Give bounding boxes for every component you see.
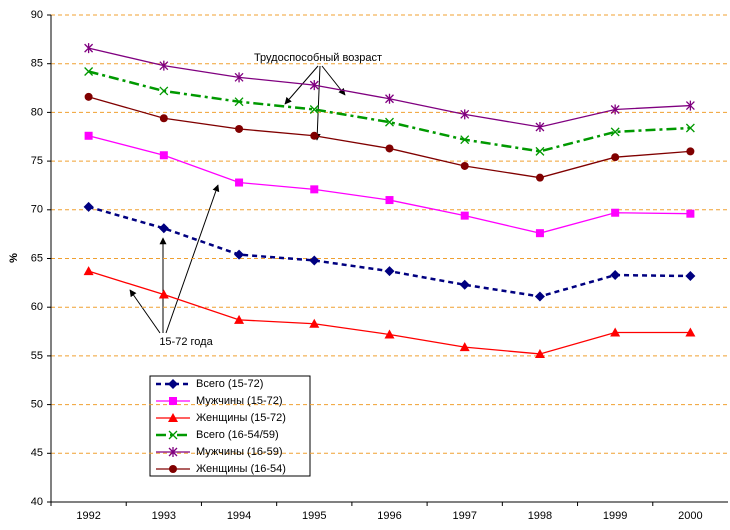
y-tick-label: 55 bbox=[31, 350, 43, 362]
marker bbox=[460, 161, 469, 170]
marker bbox=[385, 196, 394, 205]
marker bbox=[534, 348, 545, 358]
marker bbox=[460, 109, 470, 120]
y-tick-label: 90 bbox=[31, 9, 43, 21]
series-line bbox=[88, 47, 691, 128]
legend-label: Всего (16-54/59) bbox=[196, 429, 279, 441]
marker bbox=[159, 60, 169, 71]
marker bbox=[459, 279, 470, 290]
marker bbox=[685, 100, 695, 111]
marker bbox=[685, 123, 695, 133]
marker bbox=[235, 178, 244, 187]
marker bbox=[168, 379, 178, 389]
marker bbox=[310, 185, 319, 194]
legend-label: Мужчины (15-72) bbox=[196, 395, 283, 407]
marker bbox=[309, 80, 319, 91]
marker bbox=[685, 327, 696, 337]
marker bbox=[610, 327, 621, 337]
marker bbox=[535, 122, 545, 133]
marker bbox=[168, 430, 178, 440]
marker bbox=[534, 291, 545, 302]
marker bbox=[385, 117, 394, 127]
y-tick-label: 80 bbox=[31, 106, 43, 118]
marker bbox=[611, 153, 620, 162]
marker bbox=[685, 271, 696, 282]
x-tick-label: 2000 bbox=[678, 510, 702, 522]
marker bbox=[385, 144, 394, 153]
marker bbox=[385, 93, 394, 104]
legend-label: Мужчины (16-59) bbox=[196, 446, 283, 458]
marker bbox=[460, 135, 470, 145]
marker bbox=[169, 465, 177, 473]
marker bbox=[84, 67, 94, 76]
y-tick-label: 60 bbox=[31, 301, 43, 313]
y-tick-label: 40 bbox=[31, 496, 43, 508]
marker bbox=[535, 146, 545, 156]
legend-label: Всего (15-72) bbox=[196, 378, 263, 390]
marker bbox=[159, 151, 168, 160]
marker bbox=[234, 72, 244, 83]
marker bbox=[309, 255, 320, 266]
marker bbox=[158, 223, 169, 234]
x-tick-label: 1999 bbox=[603, 510, 627, 522]
marker bbox=[686, 147, 695, 156]
marker bbox=[159, 86, 169, 96]
marker bbox=[234, 249, 245, 260]
y-tick-label: 65 bbox=[31, 252, 43, 264]
y-tick-label: 70 bbox=[31, 204, 43, 216]
marker bbox=[158, 289, 169, 299]
marker bbox=[610, 270, 621, 281]
marker bbox=[610, 127, 620, 137]
legend-label: Женщины (16-54) bbox=[196, 463, 286, 475]
marker bbox=[83, 201, 94, 212]
marker bbox=[84, 43, 94, 54]
marker bbox=[384, 266, 395, 277]
marker bbox=[460, 211, 469, 220]
legend-box bbox=[149, 375, 311, 477]
y-tick-label: 50 bbox=[31, 399, 43, 411]
marker bbox=[168, 447, 178, 457]
y-tick-label: 85 bbox=[31, 58, 43, 70]
marker bbox=[234, 314, 245, 324]
marker bbox=[535, 173, 544, 182]
marker bbox=[309, 105, 319, 114]
marker bbox=[610, 104, 620, 115]
y-tick-label: 45 bbox=[31, 447, 43, 459]
marker bbox=[611, 208, 620, 217]
x-tick-label: 1995 bbox=[302, 510, 326, 522]
legend-label: Женщины (15-72) bbox=[196, 412, 286, 424]
x-tick-label: 1994 bbox=[227, 510, 251, 522]
marker bbox=[459, 342, 470, 352]
x-tick-label: 1997 bbox=[452, 510, 476, 522]
marker bbox=[234, 97, 244, 107]
marker bbox=[535, 229, 544, 238]
x-tick-label: 1998 bbox=[528, 510, 552, 522]
x-tick-label: 1993 bbox=[152, 510, 176, 522]
series-line bbox=[88, 96, 691, 179]
marker bbox=[84, 131, 93, 140]
annotation: 15-72 года bbox=[159, 336, 213, 348]
marker bbox=[83, 266, 94, 276]
marker bbox=[235, 124, 244, 133]
y-axis-label: % bbox=[8, 253, 20, 263]
marker bbox=[686, 209, 695, 218]
series-line bbox=[88, 70, 691, 153]
y-tick-label: 75 bbox=[31, 155, 43, 167]
marker bbox=[169, 397, 177, 405]
marker bbox=[384, 329, 395, 339]
annotation: Трудоспособный возраст bbox=[254, 52, 382, 64]
marker bbox=[168, 413, 178, 422]
x-tick-label: 1996 bbox=[377, 510, 401, 522]
marker bbox=[309, 318, 320, 328]
marker bbox=[84, 92, 93, 101]
marker bbox=[310, 131, 319, 140]
x-tick-label: 1992 bbox=[76, 510, 100, 522]
series-line bbox=[88, 205, 691, 298]
marker bbox=[159, 114, 168, 123]
